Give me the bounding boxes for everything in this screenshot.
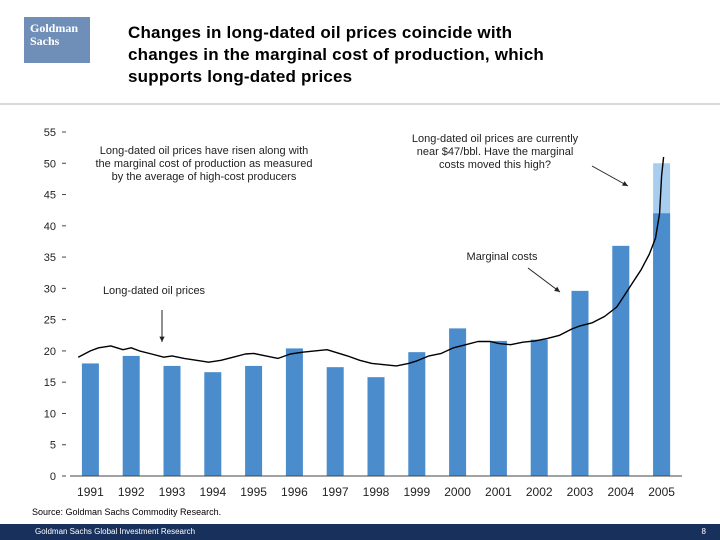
- footer-bar: Goldman Sachs Global Investment Research…: [0, 524, 720, 540]
- x-tick-label: 1991: [77, 485, 104, 499]
- bar-2005: [653, 213, 671, 476]
- bar-1997: [326, 367, 344, 476]
- bar-1999: [408, 352, 426, 476]
- annotation-line: Long-dated oil prices have risen along w…: [100, 145, 309, 157]
- y-tick-label: 20: [44, 346, 56, 358]
- bar-2002: [530, 339, 548, 476]
- x-tick-label: 2000: [444, 485, 471, 499]
- bar-1993: [163, 365, 181, 476]
- y-tick-label: 0: [50, 471, 56, 483]
- y-tick-label: 40: [44, 221, 56, 233]
- page-number: 8: [701, 527, 706, 536]
- source-note: Source: Goldman Sachs Commodity Research…: [32, 507, 222, 517]
- y-tick-label: 50: [44, 158, 56, 170]
- annotation-line: the marginal cost of production as measu…: [95, 158, 312, 170]
- x-tick-label: 1996: [281, 485, 308, 499]
- bar-2004: [612, 245, 630, 476]
- annotation-line: Long-dated oil prices: [103, 285, 206, 297]
- annotation-text: Long-dated oil prices are currently near …: [412, 133, 579, 171]
- y-tick-label: 45: [44, 190, 56, 202]
- x-tick-label: 1994: [199, 485, 226, 499]
- annotation-line: Long-dated oil prices are currently: [412, 133, 579, 145]
- y-tick-label: 5: [50, 440, 56, 452]
- footer-text: Goldman Sachs Global Investment Research: [35, 527, 196, 536]
- title-line2: changes in the marginal cost of producti…: [128, 45, 544, 64]
- x-tick-label: 2001: [485, 485, 512, 499]
- x-tick-label: 1999: [403, 485, 430, 499]
- bar-1996: [285, 348, 303, 476]
- arrowhead: [622, 181, 628, 186]
- y-tick-label: 25: [44, 315, 56, 327]
- bars: [81, 163, 671, 476]
- x-tick-label: 2005: [648, 485, 675, 499]
- arrowhead: [554, 286, 560, 292]
- x-tick-label: 2003: [567, 485, 594, 499]
- x-tick-label: 1998: [363, 485, 390, 499]
- x-tick-label: 1997: [322, 485, 349, 499]
- annotation-arrow: [591, 165, 629, 187]
- slide-header: Goldman Sachs Changes in long-dated oil …: [0, 0, 720, 103]
- arrowhead: [159, 336, 165, 342]
- bar-2001: [489, 340, 507, 476]
- x-tick-label: 1993: [159, 485, 186, 499]
- annotation-text: Long-dated oil prices: [103, 285, 206, 297]
- bar-2003: [571, 290, 589, 476]
- x-tick-label: 1995: [240, 485, 267, 499]
- y-tick-label: 55: [44, 127, 56, 139]
- title-line3: supports long-dated prices: [128, 67, 353, 86]
- bar-1994: [204, 372, 222, 476]
- bar-2000: [449, 328, 467, 476]
- x-axis: 1991 1992 1993 1994 1995 1996 1997 1998 1999 2000…: [70, 475, 682, 499]
- annotation-text: Long-dated oil prices have risen along w…: [95, 145, 312, 183]
- logo-line1: Goldman: [30, 21, 79, 35]
- bar-1991: [81, 363, 99, 476]
- y-tick-label: 30: [44, 283, 56, 295]
- chart-container: 0 5 10 15 20 25 30 35 40 45 50 55 1991 1992 1993 1994 1…: [0, 110, 720, 506]
- header-divider: [0, 103, 720, 105]
- slide-title: Changes in long-dated oil prices coincid…: [128, 22, 708, 88]
- title-line1: Changes in long-dated oil prices coincid…: [128, 23, 513, 42]
- annotations: Long-dated oil prices have risen along w…: [95, 133, 629, 342]
- x-tick-label: 2004: [607, 485, 634, 499]
- x-tick-label: 1992: [118, 485, 145, 499]
- bar-1998: [367, 377, 385, 476]
- x-tick-label: 2002: [526, 485, 553, 499]
- price-line: [77, 156, 665, 367]
- annotation-line: by the average of high-cost producers: [112, 171, 297, 183]
- annotation-text: Marginal costs: [467, 251, 538, 263]
- annotation-arrow: [527, 267, 561, 293]
- annotation-line: Marginal costs: [467, 251, 538, 263]
- logo-line2: Sachs: [30, 34, 60, 48]
- bar-1992: [122, 355, 140, 476]
- y-tick-label: 15: [44, 377, 56, 389]
- bar-1995: [245, 365, 263, 476]
- y-axis: 0 5 10 15 20 25 30 35 40 45 50 55: [44, 127, 66, 483]
- y-tick-label: 10: [44, 408, 56, 420]
- y-tick-label: 35: [44, 252, 56, 264]
- goldman-sachs-logo: Goldman Sachs: [24, 17, 90, 63]
- annotation-line: near $47/bbl. Have the marginal: [417, 146, 574, 158]
- price-line-group: [77, 156, 665, 367]
- annotation-line: costs moved this high?: [439, 159, 551, 171]
